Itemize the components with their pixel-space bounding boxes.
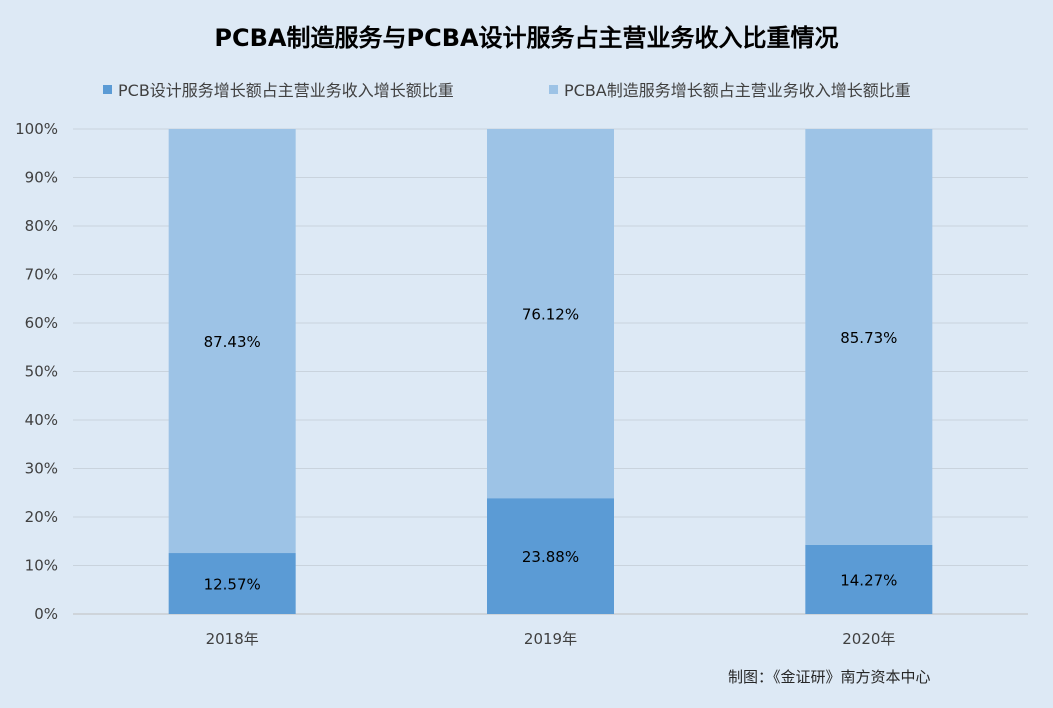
chart-title: PCBA制造服务与PCBA设计服务占主营业务收入比重情况 — [214, 24, 839, 52]
bar-segment-pcba-manufacturing — [168, 129, 296, 554]
y-tick-label: 100% — [15, 120, 58, 138]
data-label: 85.73% — [840, 329, 897, 347]
y-tick-label: 70% — [25, 266, 58, 284]
y-tick-label: 20% — [25, 508, 58, 526]
bar-segment-pcb-design — [168, 553, 296, 614]
data-label: 76.12% — [522, 306, 579, 324]
legend-swatch-pcb-design — [103, 84, 112, 94]
legend-label-pcba-manufacturing: PCBA制造服务增长额占主营业务收入增长额比重 — [564, 81, 911, 100]
bar-segment-pcba-manufacturing — [487, 129, 614, 499]
y-tick-label: 90% — [25, 169, 58, 187]
data-label: 14.27% — [840, 571, 897, 589]
x-tick-label: 2019年 — [524, 630, 577, 648]
y-tick-label: 50% — [25, 363, 58, 381]
data-label: 23.88% — [522, 548, 579, 566]
legend-label-pcb-design: PCB设计服务增长额占主营业务收入增长额比重 — [118, 81, 454, 100]
legend: PCB设计服务增长额占主营业务收入增长额比重 PCBA制造服务增长额占主营业务收… — [0, 77, 1053, 101]
y-tick-label: 60% — [25, 314, 58, 332]
x-tick-label: 2020年 — [842, 630, 895, 648]
bar-segment-pcb-design — [487, 498, 614, 614]
x-tick-label: 2018年 — [206, 630, 259, 648]
legend-item-pcba-manufacturing: PCBA制造服务增长额占主营业务收入增长额比重 — [549, 77, 911, 101]
y-tick-label: 40% — [25, 411, 58, 429]
y-tick-label: 80% — [25, 217, 58, 235]
bar-segment-pcb-design — [805, 544, 933, 614]
y-tick-label: 30% — [25, 460, 58, 478]
bar-segment-pcba-manufacturing — [805, 129, 933, 545]
data-label: 87.43% — [204, 333, 261, 351]
legend-item-pcb-design: PCB设计服务增长额占主营业务收入增长额比重 — [103, 77, 454, 101]
y-tick-label: 0% — [34, 605, 58, 623]
chart-credit: 制图：《金证研》南方资本中心 — [728, 668, 931, 686]
y-tick-label: 10% — [25, 557, 58, 575]
data-label: 12.57% — [204, 576, 261, 594]
legend-swatch-pcba-manufacturing — [549, 84, 558, 94]
